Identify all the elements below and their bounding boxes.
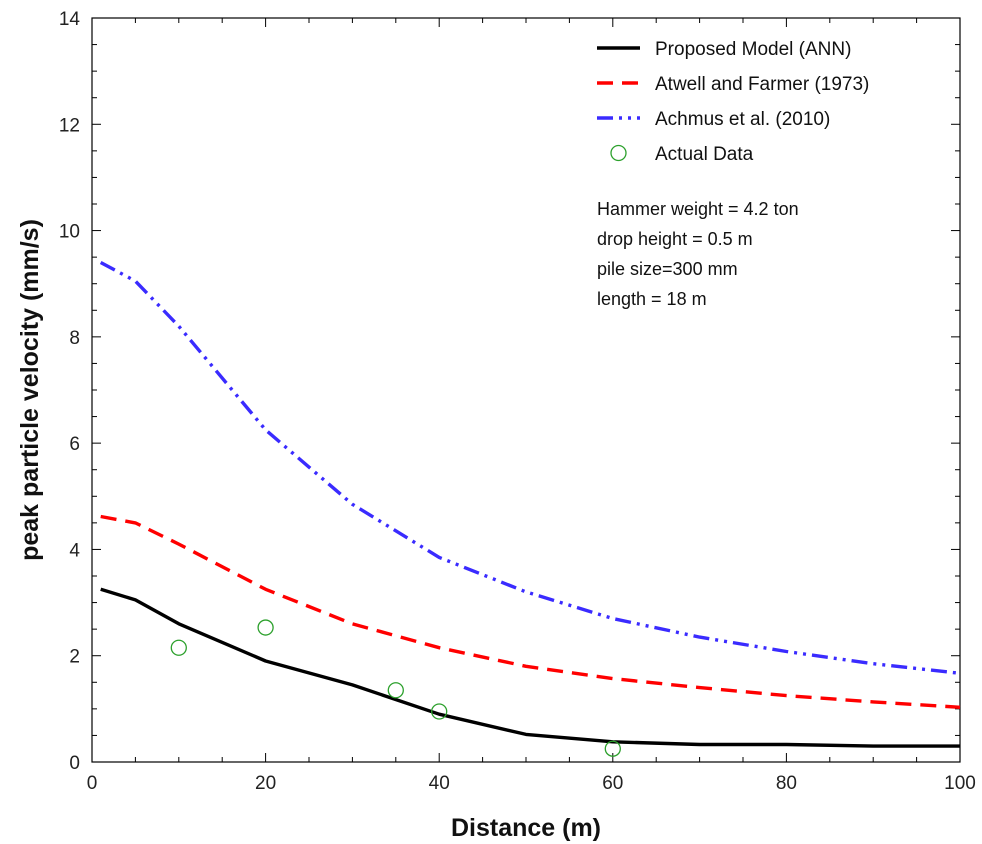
series-line-2 [100,514,961,709]
series-line-3 [99,261,961,675]
x-axis-ticks: 0 20 40 60 80 100 [87,18,976,794]
annotation-line: drop height = 0.5 m [597,229,753,249]
legend: Proposed Model (ANN) Atwell and Farmer (1… [597,39,869,165]
x-tick-label: 40 [429,773,450,794]
y-tick-label: 4 [69,540,80,561]
legend-swatch [610,144,627,162]
y-tick-label: 14 [59,9,81,30]
x-axis-title: Distance (m) [451,814,601,842]
y-tick-label: 2 [69,647,80,668]
parameter-annotation: Hammer weight = 4.2 ton drop height = 0.5… [597,199,799,309]
y-axis-title: peak particle velocity (mm/s) [16,219,44,561]
y-tick-label: 6 [69,434,80,455]
data-point [170,639,187,656]
data-point [257,619,274,636]
data-point [387,682,404,699]
series-layer [99,261,961,748]
legend-label: Proposed Model (ANN) [655,39,851,60]
annotation-line: Hammer weight = 4.2 ton [597,199,799,219]
data-point [604,740,621,757]
x-tick-label: 0 [87,773,98,794]
y-tick-label: 0 [69,753,80,774]
x-tick-label: 100 [944,773,976,794]
y-axis-ticks: 0 2 4 6 8 10 12 14 [59,9,960,774]
y-tick-label: 12 [59,115,80,136]
data-point [431,703,448,720]
x-tick-label: 80 [776,773,797,794]
legend-label: Actual Data [655,144,754,165]
y-tick-label: 10 [59,222,80,243]
legend-label: Atwell and Farmer (1973) [655,74,869,95]
annotation-line: pile size=300 mm [597,259,738,279]
actual-data-markers [170,619,621,757]
x-tick-label: 60 [602,773,623,794]
y-tick-label: 8 [69,328,80,349]
annotation-line: length = 18 m [597,289,707,309]
series-line-1 [100,587,960,748]
legend-label: Achmus et al. (2010) [655,109,830,130]
x-tick-label: 20 [255,773,276,794]
